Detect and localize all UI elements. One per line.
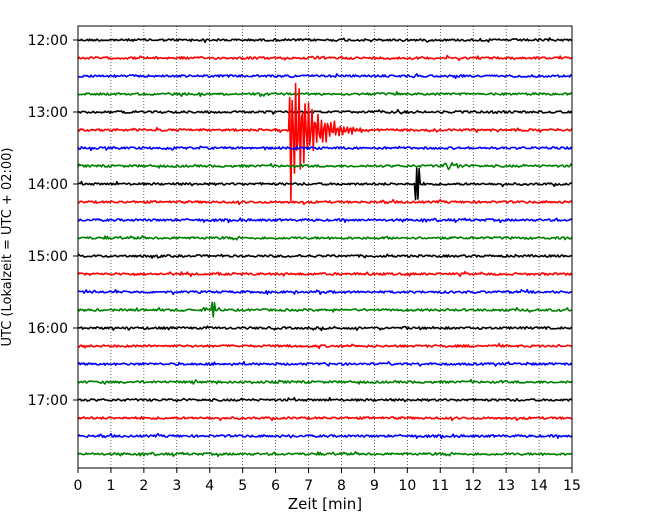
trace-1315 [77,82,573,202]
y-tick-label: 16:00 [28,321,68,337]
x-tick-label: 1 [106,478,115,494]
x-tick-label: 3 [172,478,181,494]
x-tick-label: 12 [464,478,482,494]
trace-1345 [77,161,573,171]
trace-1730 [77,432,573,440]
x-tick-label: 6 [271,478,280,494]
trace-1445 [77,235,573,241]
x-tick-label: 4 [205,478,214,494]
x-tick-label: 13 [497,478,515,494]
x-tick-label: 14 [530,478,548,494]
x-tick-label: 10 [398,478,416,494]
y-tick-label: 14:00 [28,177,68,193]
y-tick-label: 12:00 [28,33,68,49]
trace-1200 [77,37,573,44]
trace-1400 [77,167,573,201]
x-tick-label: 15 [563,478,581,494]
x-tick-label: 8 [337,478,346,494]
trace-1245 [77,91,573,98]
trace-1715 [77,415,573,422]
x-axis: 0 1 2 3 4 5 6 7 8 9 10 11 12 13 14 15 [74,468,581,494]
y-axis-title: UTC (Lokalzeit = UTC + 02:00) [0,148,15,347]
y-axis: 12:00 13:00 14:00 15:00 16:00 17:00 [28,33,78,409]
trace-1300 [77,108,573,115]
trace-1415 [77,198,573,206]
trace-1630 [77,360,573,367]
y-tick-label: 17:00 [28,393,68,409]
trace-1330 [77,145,573,152]
trace-1745 [77,451,573,458]
plot-frame [77,25,573,469]
trace-1430 [77,217,573,224]
x-tick-label: 5 [238,478,247,494]
y-tick-label: 15:00 [28,249,68,265]
trace-1615 [77,342,573,350]
trace-1230 [77,73,573,80]
trace-1530 [77,288,573,296]
x-tick-label: 7 [304,478,313,494]
trace-1500 [77,253,573,259]
x-tick-label: 9 [370,478,379,494]
trace-1515 [77,270,573,278]
trace-group [77,37,573,458]
x-tick-label: 11 [431,478,449,494]
trace-1600 [77,325,573,332]
trace-1700 [77,396,573,403]
x-tick-label: 0 [74,478,83,494]
x-axis-title: Zeit [min] [288,495,362,513]
trace-1645 [77,378,573,385]
trace-1545 [77,301,573,318]
x-tick-label: 2 [139,478,148,494]
y-tick-label: 13:00 [28,105,68,121]
trace-1215 [77,54,573,62]
